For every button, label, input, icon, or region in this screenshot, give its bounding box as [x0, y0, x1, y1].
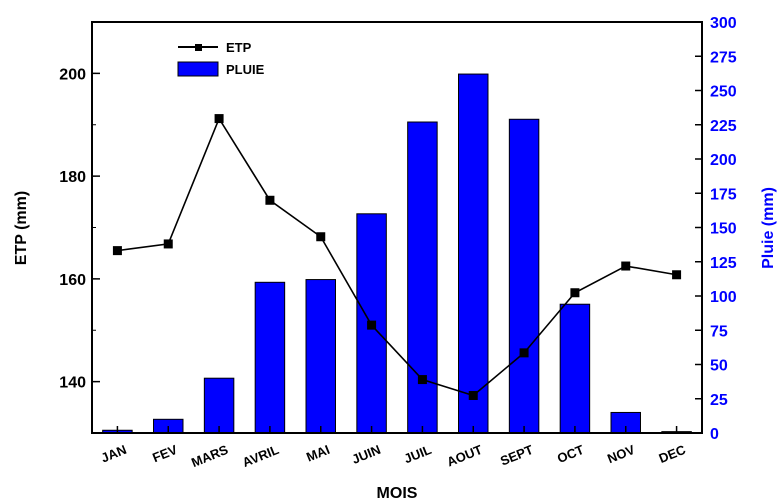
- etp-point-oct: [570, 288, 580, 298]
- legend-etp-label: ETP: [226, 40, 252, 55]
- x-tick-label: JAN: [99, 442, 129, 466]
- etp-point-dec: [672, 270, 682, 280]
- right-tick-label: 125: [710, 255, 737, 272]
- bar-mai: [305, 279, 336, 434]
- bar-mars: [203, 377, 235, 434]
- right-axis-ticks: 0 25 50 75 100 125 150 175 200 225 250 275 300: [695, 15, 737, 443]
- right-tick-label: 275: [710, 49, 737, 66]
- etp-point-aout: [468, 390, 478, 400]
- bar-oct: [559, 303, 591, 434]
- etp-point-avril: [265, 195, 275, 205]
- x-tick-label: DEC: [657, 442, 689, 466]
- x-tick-label: OCT: [555, 442, 586, 466]
- left-axis-title: ETP (mm): [13, 191, 30, 265]
- x-tick-label: MARS: [189, 442, 230, 470]
- etp-point-juil: [417, 375, 427, 385]
- x-tick-label: FEV: [150, 442, 179, 466]
- etp-line: [117, 116, 677, 397]
- plot-frame: [91, 21, 703, 434]
- bar-sept: [508, 118, 540, 434]
- left-axis-ticks: 140 160 180 200: [59, 21, 100, 434]
- rain-bars: [102, 73, 692, 434]
- etp-point-jan: [112, 246, 122, 256]
- etp-point-mars: [214, 114, 224, 124]
- left-tick-label: 180: [59, 169, 86, 186]
- x-axis-title: MOIS: [377, 485, 418, 502]
- bar-avril: [254, 281, 286, 434]
- right-tick-label: 175: [710, 186, 737, 203]
- etp-point-juin: [367, 320, 377, 330]
- legend-pluie-label: PLUIE: [226, 62, 265, 77]
- x-tick-label: SEPT: [498, 442, 535, 469]
- legend: ETP PLUIE: [177, 40, 265, 77]
- bar-aout: [458, 73, 489, 434]
- left-tick-label: 140: [59, 375, 86, 392]
- etp-point-nov: [621, 261, 631, 271]
- right-tick-label: 250: [710, 84, 737, 101]
- left-tick-label: 200: [59, 66, 86, 83]
- x-tick-label: MAI: [304, 442, 332, 465]
- bar-juil: [407, 121, 438, 434]
- right-tick-label: 0: [710, 426, 719, 443]
- etp-point-fev: [163, 239, 173, 249]
- right-tick-label: 25: [710, 392, 728, 409]
- x-tick-label: AOUT: [445, 442, 485, 470]
- x-tick-label: NOV: [605, 442, 637, 467]
- x-tick-label: JUIL: [402, 442, 434, 466]
- left-tick-label: 160: [59, 272, 86, 289]
- legend-pluie-swatch: [177, 61, 219, 77]
- legend-etp-marker: [195, 44, 202, 51]
- right-tick-label: 200: [710, 152, 737, 169]
- right-tick-label: 100: [710, 289, 737, 306]
- x-tick-label: JUIN: [350, 442, 383, 467]
- x-tick-label: AVRIL: [240, 442, 281, 470]
- right-tick-label: 225: [710, 118, 737, 135]
- etp-point-sept: [519, 348, 529, 358]
- right-tick-label: 75: [710, 323, 728, 340]
- right-axis-title: Pluie (mm): [760, 187, 777, 269]
- etp-line-series: [112, 114, 682, 400]
- right-tick-label: 300: [710, 15, 737, 32]
- right-tick-label: 150: [710, 221, 737, 238]
- etp-point-mai: [316, 232, 326, 242]
- right-tick-label: 50: [710, 358, 728, 375]
